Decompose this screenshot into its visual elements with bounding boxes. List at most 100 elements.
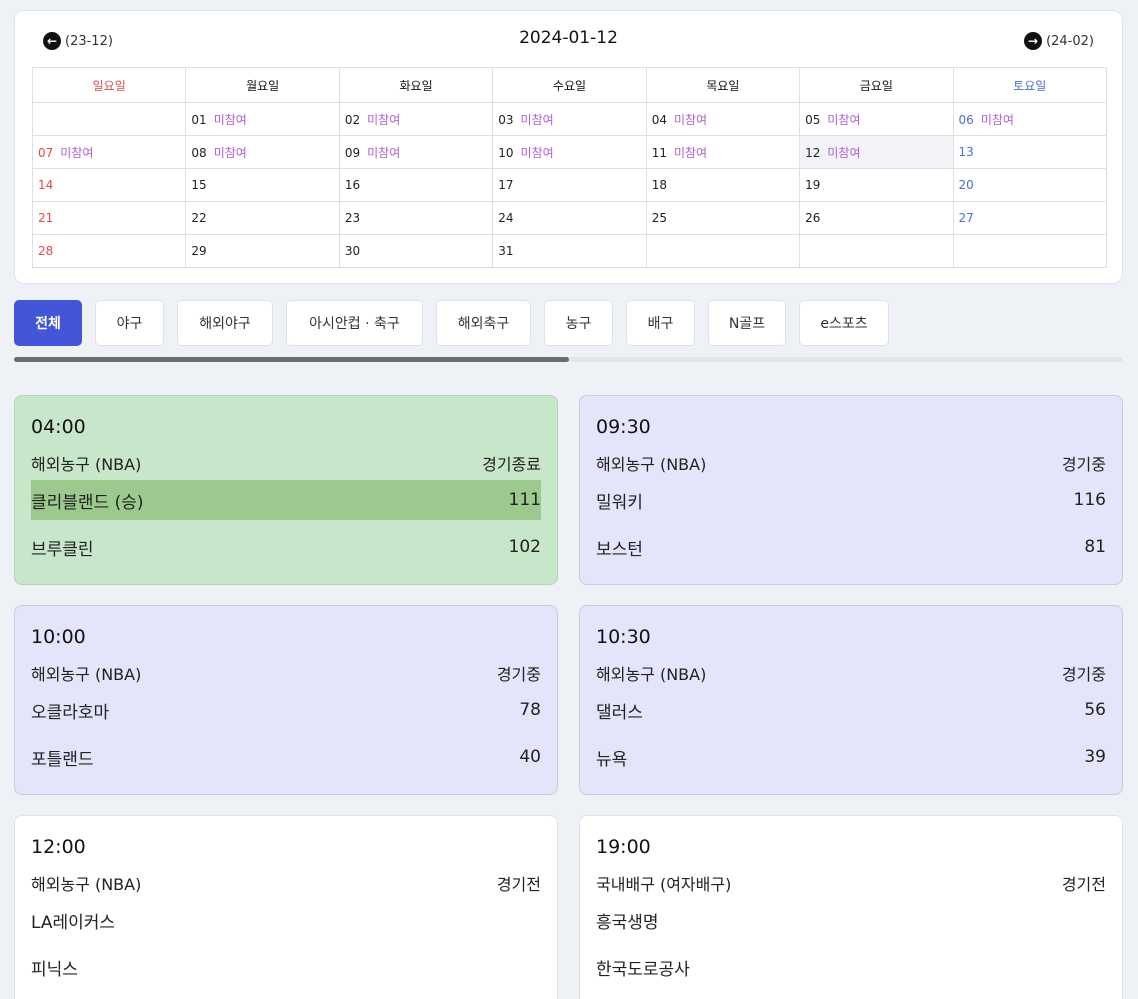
team-name: 클리블랜드 (승) [31,492,144,513]
calendar-day-number: 25 [651,211,667,225]
calendar-day-cell[interactable]: 06 미참여 [952,102,1108,136]
team-name: 피닉스 [31,959,78,980]
tab-1[interactable]: 야구 [95,300,164,346]
calendar-day-number: 28 [38,244,54,258]
calendar-day-number: 12 [805,145,821,160]
calendar-day-cell[interactable]: 20 [952,168,1108,202]
match-time: 19:00 [596,836,651,858]
tab-2[interactable]: 해외야구 [177,300,273,346]
tab-5[interactable]: 농구 [544,300,613,346]
team-row: 클리블랜드 (승) 111 [31,480,541,520]
calendar-day-cell[interactable]: 19 [799,168,954,202]
calendar-day-cell[interactable]: 29 [185,234,340,268]
calendar-day-cell[interactable]: 18 [645,168,801,202]
calendar-day-number: 01 [191,112,207,127]
team-row: 댈러스 56 [596,690,1106,730]
match-league: 해외농구 (NBA) [596,665,707,684]
calendar-day-cell[interactable]: 05 미참여 [799,102,954,136]
calendar-card: ← (23-12) 2024-01-12 → (24-02) 일요일 월요일 화요일… [14,10,1123,284]
calendar-day-cell[interactable]: 25 [645,201,801,235]
calendar-empty-cell [799,234,954,268]
weekday-header: 화요일 [338,67,494,103]
participation-status: 미참여 [60,145,94,160]
calendar-day-cell[interactable]: 01 미참여 [185,102,340,136]
calendar-day-cell[interactable]: 16 [338,168,494,202]
prev-month-label: (23-12) [65,33,113,49]
calendar-header: ← (23-12) 2024-01-12 → (24-02) [15,11,1122,67]
calendar-day-cell[interactable]: 23 [338,201,494,235]
calendar-day-cell[interactable]: 27 [952,201,1108,235]
team-score: 116 [1073,490,1106,510]
calendar-day-cell[interactable]: 31 [492,234,647,268]
calendar-day-cell[interactable]: 10 미참여 [492,135,647,169]
calendar-day-number: 08 [191,145,207,160]
match-time: 10:00 [31,626,86,648]
prev-month-button[interactable]: ← (23-12) [43,31,113,51]
match-status: 경기중 [1061,665,1106,684]
calendar-day-number: 26 [805,211,821,225]
calendar-empty-cell [645,234,801,268]
match-league: 해외농구 (NBA) [596,455,707,474]
calendar-week-row: 14 15 16 17 18 19 20 [31,168,1108,202]
tab-4[interactable]: 해외축구 [436,300,531,346]
match-card[interactable]: 04:00 해외농구 (NBA) 경기종료 클리블랜드 (승) 111 브루클린 102 [14,395,558,585]
calendar-day-number: 09 [344,145,361,160]
match-card[interactable]: 10:30 해외농구 (NBA) 경기중 댈러스 56 뉴욕 39 [579,605,1123,795]
tabs-scrollbar-thumb[interactable] [14,357,569,362]
calendar-day-cell[interactable]: 21 [31,201,187,235]
calendar-day-cell[interactable]: 11 미참여 [645,135,801,169]
tab-0[interactable]: 전체 [14,300,82,346]
tab-3[interactable]: 아시안컵 · 축구 [286,300,423,346]
calendar-day-cell[interactable]: 08 미참여 [185,135,340,169]
match-time: 12:00 [31,836,86,858]
calendar-day-cell[interactable]: 28 [31,234,187,268]
participation-status: 미참여 [520,145,554,160]
calendar-day-number: 17 [498,178,514,192]
team-name: 흥국생명 [596,912,659,933]
calendar-day-cell[interactable]: 15 [185,168,340,202]
team-name: 댈러스 [596,702,643,723]
calendar-day-number: 03 [498,112,514,127]
next-month-button[interactable]: → (24-02) [1024,31,1094,51]
calendar-day-cell[interactable]: 24 [492,201,647,235]
match-card[interactable]: 10:00 해외농구 (NBA) 경기중 오클라호마 78 포틀랜드 40 [14,605,558,795]
match-card[interactable]: 12:00 해외농구 (NBA) 경기전 LA레이커스 피닉스 [14,815,558,999]
participation-status: 미참여 [673,112,708,127]
calendar-day-number: 10 [498,145,514,160]
calendar-day-number: 05 [805,112,821,127]
calendar-day-cell[interactable]: 04 미참여 [645,102,801,136]
match-league: 해외농구 (NBA) [31,875,142,894]
calendar-day-cell[interactable]: 13 [952,135,1108,169]
match-time: 09:30 [596,416,651,438]
match-card[interactable]: 09:30 해외농구 (NBA) 경기중 밀워키 116 보스턴 81 [579,395,1123,585]
calendar-day-cell[interactable]: 22 [185,201,340,235]
tab-6[interactable]: 배구 [626,300,695,346]
match-league: 해외농구 (NBA) [31,455,142,474]
match-card[interactable]: 19:00 국내배구 (여자배구) 경기전 흥국생명 한국도로공사 [579,815,1123,999]
calendar-day-cell[interactable]: 07 미참여 [31,135,187,169]
calendar-day-cell[interactable]: 02 미참여 [338,102,494,136]
team-row: 뉴욕 39 [596,737,1106,777]
calendar-day-cell[interactable]: 09 미참여 [338,135,494,169]
tab-7[interactable]: N골프 [708,300,786,346]
team-score: 78 [519,700,541,720]
tab-8[interactable]: e스포츠 [799,300,889,346]
calendar-day-cell[interactable]: 17 [492,168,647,202]
team-score: 40 [519,747,541,767]
tabs-scrollbar[interactable] [14,357,1123,362]
calendar-day-number: 21 [38,211,54,225]
next-month-label: (24-02) [1046,33,1094,49]
calendar-day-cell[interactable]: 12 미참여 [799,135,954,169]
calendar-day-number: 04 [651,112,667,127]
calendar-day-number: 14 [38,178,54,192]
calendar-day-cell[interactable]: 30 [338,234,494,268]
calendar-day-cell[interactable]: 26 [799,201,954,235]
calendar-day-cell[interactable]: 14 [31,168,187,202]
participation-status: 미참여 [980,112,1014,127]
calendar-day-cell[interactable]: 03 미참여 [492,102,647,136]
calendar-day-number: 16 [344,178,361,192]
calendar-day-number: 07 [38,145,54,160]
calendar-title: 2024-01-12 [519,28,618,48]
team-name: LA레이커스 [31,912,116,933]
team-name: 오클라호마 [31,702,110,723]
